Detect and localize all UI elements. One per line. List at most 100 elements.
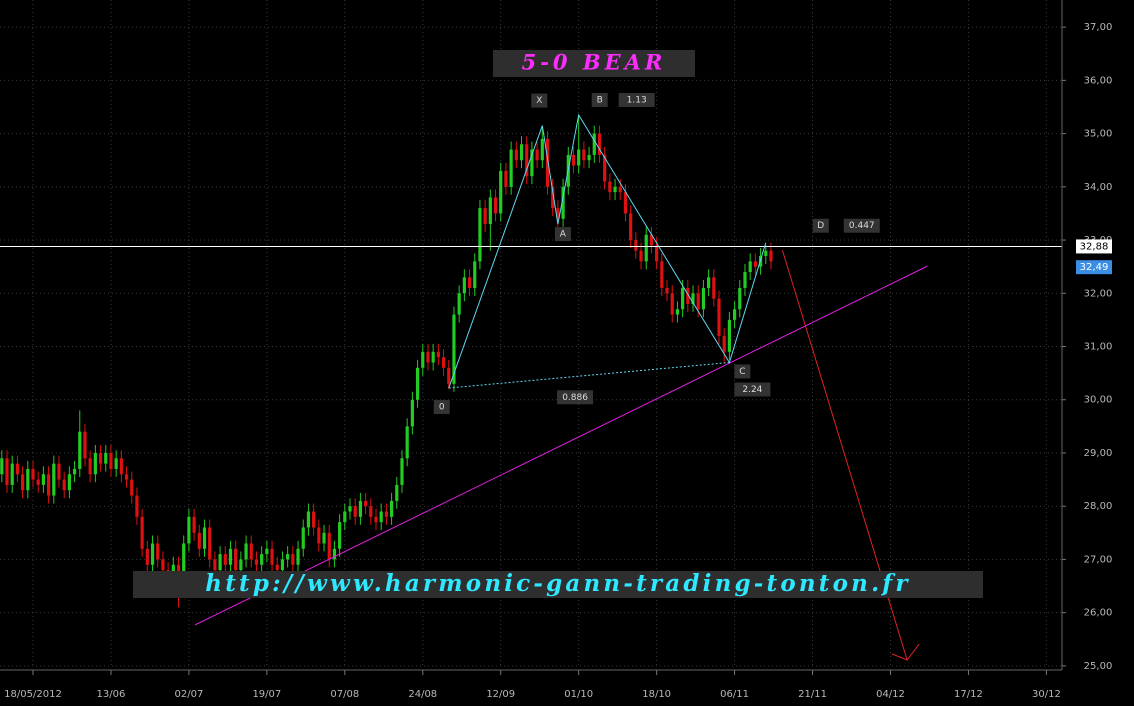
candle-body xyxy=(686,287,690,304)
y-tick-label: 28,00 xyxy=(1084,501,1113,512)
candle-body xyxy=(415,367,420,400)
candle-body xyxy=(525,144,529,177)
candle-body xyxy=(150,543,155,565)
candle-body xyxy=(457,293,461,315)
pattern-ratio: 2.24 xyxy=(742,385,762,395)
chart-title: 5-0 BEAR xyxy=(522,50,667,75)
candle-body xyxy=(306,511,311,528)
y-tick-label: 34,00 xyxy=(1084,182,1113,193)
pattern-point-label: D xyxy=(817,221,824,231)
candle-body xyxy=(202,527,207,549)
watermark: http://www.harmonic-gann-trading-tonton.… xyxy=(205,570,910,597)
candle-body xyxy=(78,431,82,469)
candle-body xyxy=(712,277,716,299)
candle-body xyxy=(348,506,352,512)
candle-body xyxy=(462,277,466,294)
candle-body xyxy=(244,543,248,560)
candle-body xyxy=(218,554,222,571)
last-price-box xyxy=(1076,260,1112,275)
x-tick-label: 01/10 xyxy=(564,689,593,700)
pattern-ratio-box xyxy=(618,92,655,107)
candle-body xyxy=(608,181,612,193)
candle-body xyxy=(400,458,404,485)
candle-body xyxy=(286,554,290,560)
axes: 25,00 26,00 27,00 28,00 29,00 30,00 31,00 32,00… xyxy=(4,22,1112,700)
candle-body xyxy=(72,468,77,475)
y-tick-label: 27,00 xyxy=(1084,554,1113,565)
candle-body xyxy=(540,138,544,161)
candle-body xyxy=(701,287,706,310)
pattern-point-label: C xyxy=(739,367,745,377)
pattern-baseline xyxy=(448,361,730,389)
candle-body xyxy=(753,261,757,267)
candle-body xyxy=(722,335,726,352)
x-tick-label: 30/12 xyxy=(1032,689,1061,700)
candle-body xyxy=(707,277,711,288)
candle-body xyxy=(254,559,259,565)
candle-body xyxy=(197,532,201,549)
x-tick-label: 17/12 xyxy=(954,689,983,700)
candle-body xyxy=(405,426,409,459)
y-tick-label: 37,00 xyxy=(1084,22,1113,33)
candle-body xyxy=(519,144,524,161)
candle-body xyxy=(499,170,503,214)
pattern-point-label-box xyxy=(433,400,450,415)
candle-body xyxy=(509,149,513,187)
title-box xyxy=(493,50,695,77)
candle-body xyxy=(478,208,482,262)
pattern-point-label-box xyxy=(812,218,829,233)
x-tick-label: 06/11 xyxy=(720,689,749,700)
candle-body xyxy=(681,287,685,310)
pattern-point-label: 0 xyxy=(439,403,445,413)
candle-body xyxy=(670,293,674,315)
y-tick-label: 35,00 xyxy=(1084,129,1113,140)
last-price-label: 32,49 xyxy=(1080,262,1109,273)
candle-body xyxy=(613,186,617,193)
candle-body xyxy=(452,314,456,384)
candle-body xyxy=(343,511,347,523)
x-tick-label: 19/07 xyxy=(252,689,281,700)
candle-body xyxy=(592,133,596,155)
candle-body xyxy=(369,506,373,517)
candle-body xyxy=(696,293,700,310)
candle-body xyxy=(67,474,71,491)
pattern-ratio: 0.447 xyxy=(849,221,875,231)
candle-body xyxy=(597,133,602,155)
candle-body xyxy=(135,495,139,517)
candle-body xyxy=(208,527,212,560)
candle-body xyxy=(62,479,66,491)
candle-body xyxy=(743,271,747,288)
candle-body xyxy=(332,548,337,560)
candle-body xyxy=(582,149,586,161)
watermark-box xyxy=(133,571,983,598)
candle-body xyxy=(634,240,638,251)
candle-body xyxy=(530,149,534,177)
pattern-point-label: B xyxy=(597,95,603,105)
candle-body xyxy=(467,277,472,288)
candle-body xyxy=(119,458,123,475)
candle-body xyxy=(5,458,9,485)
candle-body xyxy=(98,452,103,464)
candle-body xyxy=(551,186,555,209)
candle-body xyxy=(353,506,357,517)
candle-body xyxy=(389,500,394,517)
candle-body xyxy=(182,543,186,581)
x-tick-label: 07/08 xyxy=(330,689,359,700)
pattern-ratio: 1.13 xyxy=(627,95,647,105)
candle-body xyxy=(738,287,742,310)
candle-body xyxy=(675,309,680,315)
candle-body xyxy=(26,468,30,491)
candle-body xyxy=(384,511,388,517)
candle-body xyxy=(717,298,721,336)
candle-body xyxy=(265,548,269,555)
candle-body xyxy=(769,250,773,262)
candle-body xyxy=(358,500,363,517)
candle-body xyxy=(603,154,607,182)
candle-body xyxy=(140,516,144,549)
candle-body xyxy=(545,138,550,187)
arrow-head xyxy=(891,643,920,661)
candle-body xyxy=(322,532,326,544)
candle-body xyxy=(145,548,149,565)
candle-body xyxy=(561,186,565,219)
